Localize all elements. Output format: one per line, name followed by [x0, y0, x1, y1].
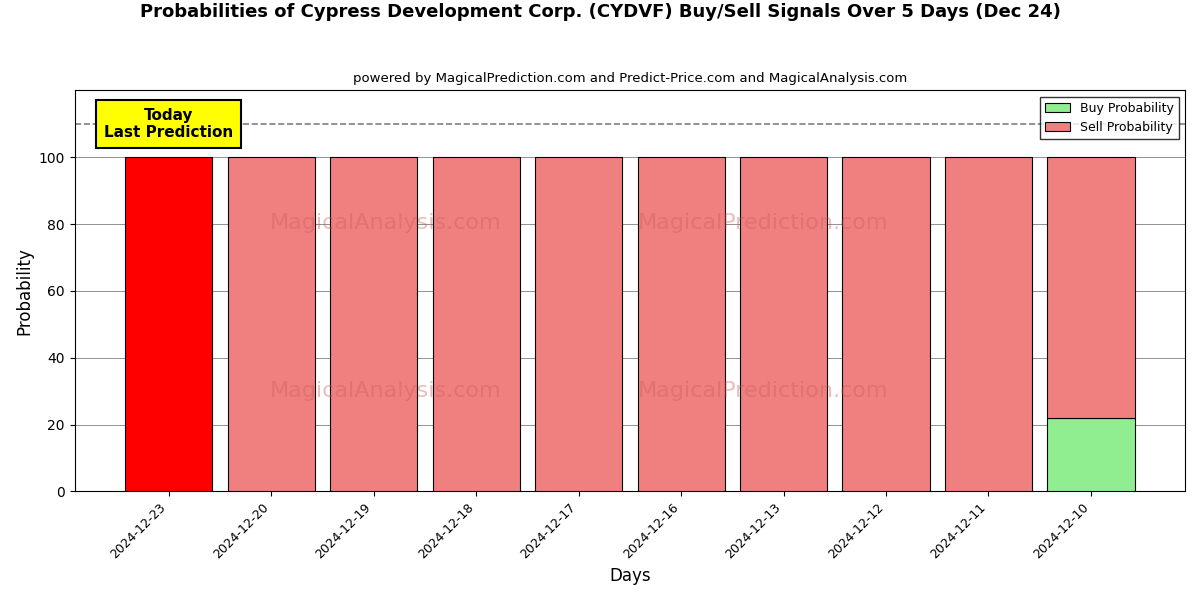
Bar: [1048, 418, 1134, 491]
Bar: [637, 157, 725, 491]
Title: powered by MagicalPrediction.com and Predict-Price.com and MagicalAnalysis.com: powered by MagicalPrediction.com and Pre…: [353, 72, 907, 85]
X-axis label: Days: Days: [610, 567, 650, 585]
Text: Probabilities of Cypress Development Corp. (CYDVF) Buy/Sell Signals Over 5 Days : Probabilities of Cypress Development Cor…: [139, 3, 1061, 21]
Bar: [1048, 157, 1134, 418]
Bar: [125, 157, 212, 491]
Bar: [330, 157, 418, 491]
Y-axis label: Probability: Probability: [16, 247, 34, 335]
Bar: [944, 157, 1032, 491]
Text: MagicalPrediction.com: MagicalPrediction.com: [638, 381, 888, 401]
Bar: [535, 157, 622, 491]
Text: MagicalAnalysis.com: MagicalAnalysis.com: [270, 381, 502, 401]
Bar: [432, 157, 520, 491]
Text: MagicalPrediction.com: MagicalPrediction.com: [638, 212, 888, 233]
Bar: [842, 157, 930, 491]
Bar: [228, 157, 314, 491]
Text: MagicalAnalysis.com: MagicalAnalysis.com: [270, 212, 502, 233]
Text: Today
Last Prediction: Today Last Prediction: [104, 108, 233, 140]
Bar: [740, 157, 827, 491]
Legend: Buy Probability, Sell Probability: Buy Probability, Sell Probability: [1040, 97, 1178, 139]
